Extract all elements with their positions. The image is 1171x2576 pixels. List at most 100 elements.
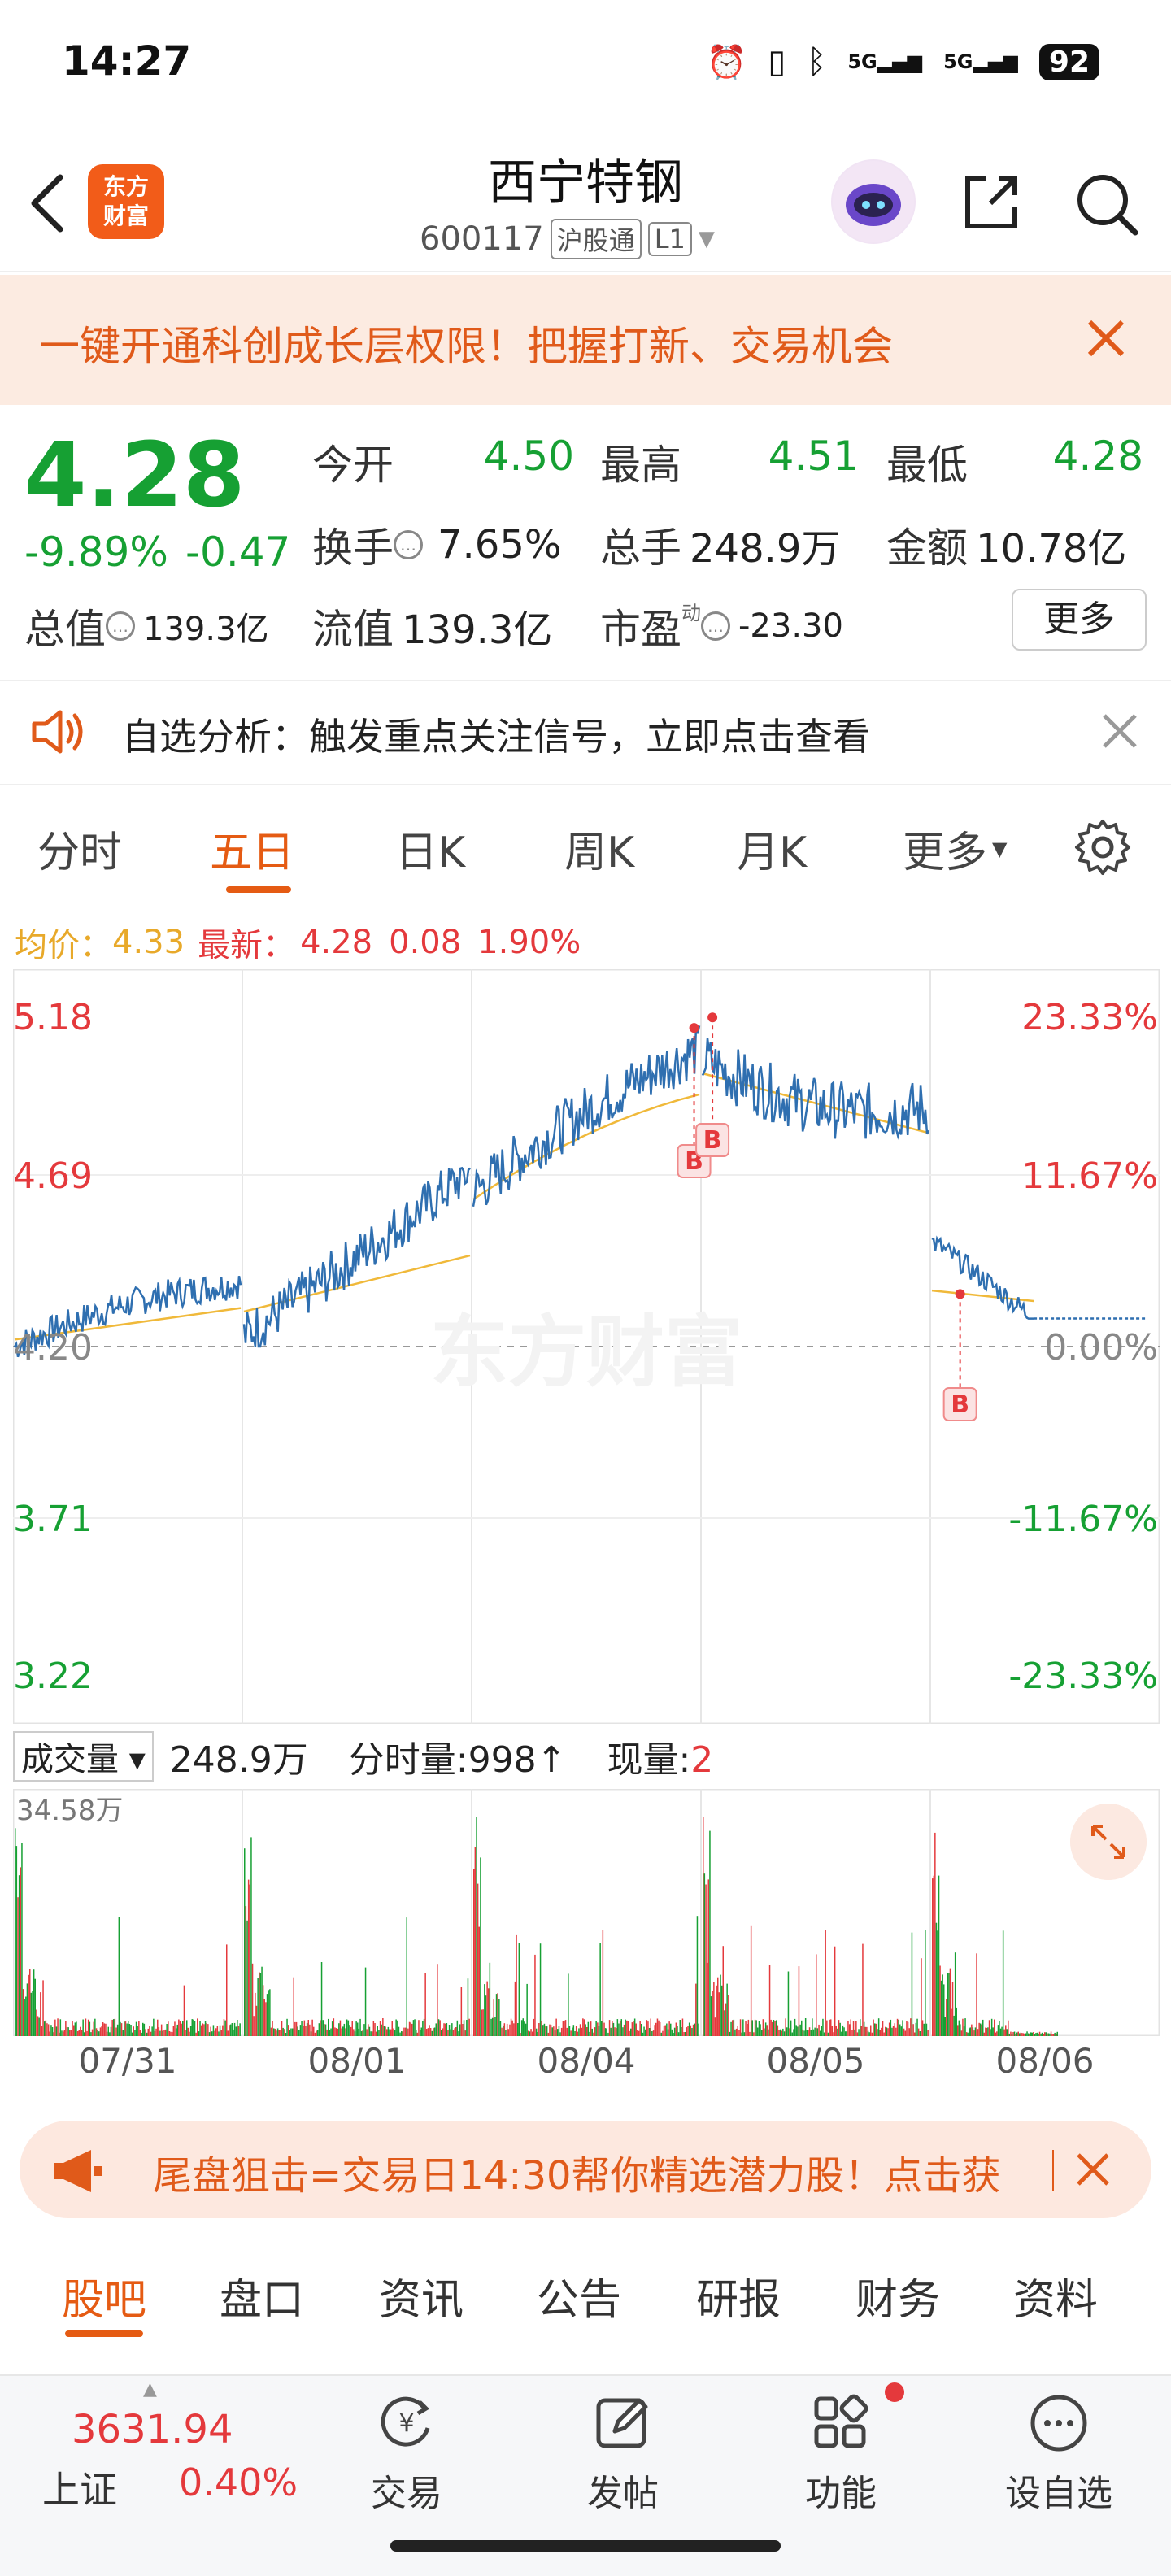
more-button[interactable]: 更多 [1012, 589, 1147, 651]
volume-bar [431, 2030, 433, 2036]
promo-text[interactable]: 一键开通科创成长层权限！把握打新、交易机会 [39, 323, 893, 370]
home-indicator[interactable] [390, 2540, 781, 2552]
robot-avatar-icon[interactable] [831, 159, 916, 244]
info-icon[interactable]: … [701, 611, 730, 641]
volume-bar [862, 1943, 864, 2036]
info-icon[interactable]: … [106, 611, 135, 641]
volume-bar [963, 2026, 965, 2036]
gear-icon[interactable] [1072, 816, 1134, 878]
volume-bar [255, 2005, 258, 2036]
close-icon[interactable] [1098, 709, 1142, 753]
volume-bar [777, 2025, 779, 2036]
search-icon[interactable] [1072, 169, 1140, 237]
tab-profile[interactable]: 资料 [1013, 2276, 1099, 2325]
volume-bar [393, 2028, 394, 2036]
volume-bar [755, 2020, 757, 2036]
volume-bar [728, 1995, 729, 2036]
tab-five-day[interactable]: 五日 [210, 829, 295, 877]
nav-post[interactable]: 发帖 [558, 2391, 688, 2516]
tab-research[interactable]: 研报 [696, 2276, 781, 2325]
megaphone-icon [54, 2150, 102, 2192]
volume-bar [939, 1965, 941, 2036]
mktcap-item[interactable]: 总值 … 139.3亿 [24, 606, 269, 653]
index-value[interactable]: 3631.94 [72, 2407, 233, 2452]
volume-bar [329, 2030, 331, 2036]
expand-icon[interactable] [1070, 1804, 1147, 1880]
volume-bar [328, 2018, 329, 2036]
volume-bar [842, 2025, 844, 2036]
volume-bar [293, 1977, 294, 2036]
volume-bar [235, 2026, 237, 2036]
volume-bar [1038, 2031, 1041, 2036]
tab-orderbook[interactable]: 盘口 [220, 2276, 305, 2325]
volume-bar [898, 2019, 899, 2036]
turnover-item[interactable]: 换手 … 7.65% [312, 522, 562, 572]
ad-text[interactable]: 尾盘狙击=交易日14:30帮你精选潜力股！点击获 [153, 2153, 1001, 2199]
volume-bar [572, 2027, 573, 2036]
volume-bar [330, 2028, 332, 2036]
pe-item[interactable]: 市盈 动 … -23.30 [600, 602, 843, 653]
volume-bar [747, 2024, 748, 2036]
tab-news[interactable]: 资讯 [379, 2276, 464, 2325]
volume-bar [276, 2030, 277, 2036]
price-line-08-04 [472, 1025, 701, 1208]
volume-bar [791, 2032, 794, 2036]
volume-bar [128, 2024, 131, 2036]
tab-guba[interactable]: 股吧 [62, 2276, 147, 2325]
analysis-text[interactable]: 自选分析：触发重点关注信号，立即点击查看 [122, 715, 870, 759]
volume-bar [549, 2024, 551, 2036]
volume-bar [55, 2026, 58, 2036]
close-icon[interactable] [1069, 2145, 1117, 2194]
promo-banner[interactable] [0, 275, 1171, 405]
volume-bar [159, 2030, 161, 2036]
volume-bar [730, 2021, 732, 2036]
volume-bar [480, 1857, 481, 2036]
x-tick: 08/06 [995, 2041, 1095, 2081]
index-label: 上证 [42, 2468, 117, 2512]
ad-banner[interactable] [20, 2121, 1151, 2218]
analysis-bar[interactable] [0, 680, 1171, 785]
nav-functions[interactable]: 功能 [776, 2391, 906, 2516]
tab-more[interactable]: 更多 ▼ [903, 829, 1008, 877]
x-tick: 08/05 [766, 2041, 865, 2081]
volume-bar [854, 2029, 855, 2036]
nav-trade[interactable]: ¥ 交易 [342, 2391, 472, 2516]
low-label: 最低 [886, 442, 968, 489]
volume-bar [1029, 2034, 1030, 2036]
nav-add-watchlist[interactable]: 设自选 [994, 2391, 1124, 2516]
back-icon[interactable] [24, 171, 73, 236]
volume-bar [107, 2026, 109, 2036]
volume-bar [1001, 2026, 1003, 2036]
open-value: 4.50 [483, 433, 574, 480]
volume-bar [921, 2020, 924, 2036]
share-icon[interactable] [958, 169, 1023, 234]
volume-bar [237, 2026, 240, 2036]
close-icon[interactable] [1082, 314, 1130, 363]
volume-bar [382, 2018, 384, 2036]
volume-bar [572, 2025, 575, 2036]
info-icon[interactable]: … [394, 530, 423, 559]
tab-minute[interactable]: 分时 [37, 829, 123, 877]
volume-bar [456, 2020, 459, 2036]
volume-bar [216, 2026, 219, 2036]
volume-bar [831, 2026, 834, 2036]
volume-bar [116, 2024, 119, 2036]
volume-bar [860, 2019, 861, 2036]
volume-bar [21, 1843, 23, 2036]
volume-bar [210, 2026, 211, 2036]
tab-finance[interactable]: 财务 [855, 2276, 941, 2325]
tab-month-k[interactable]: 月K [737, 829, 808, 877]
volume-bar [157, 2019, 159, 2036]
bluetooth-icon: ᛒ [807, 43, 827, 80]
tab-day-k[interactable]: 日K [395, 829, 466, 877]
stock-code-row[interactable]: 600117 沪股通 L1 ▼ [420, 215, 715, 263]
tab-announcements[interactable]: 公告 [537, 2276, 622, 2325]
avg-row: 均价： 4.33 最新： 4.28 0.08 1.90% [15, 924, 581, 964]
volume-select[interactable]: 成交量 ▾ [13, 1731, 154, 1782]
volume-bar [99, 2027, 102, 2036]
tab-week-k[interactable]: 周K [564, 829, 635, 877]
volume-bar [686, 2027, 688, 2036]
volume-bar [182, 2021, 184, 2036]
volume-bar [211, 2031, 213, 2036]
